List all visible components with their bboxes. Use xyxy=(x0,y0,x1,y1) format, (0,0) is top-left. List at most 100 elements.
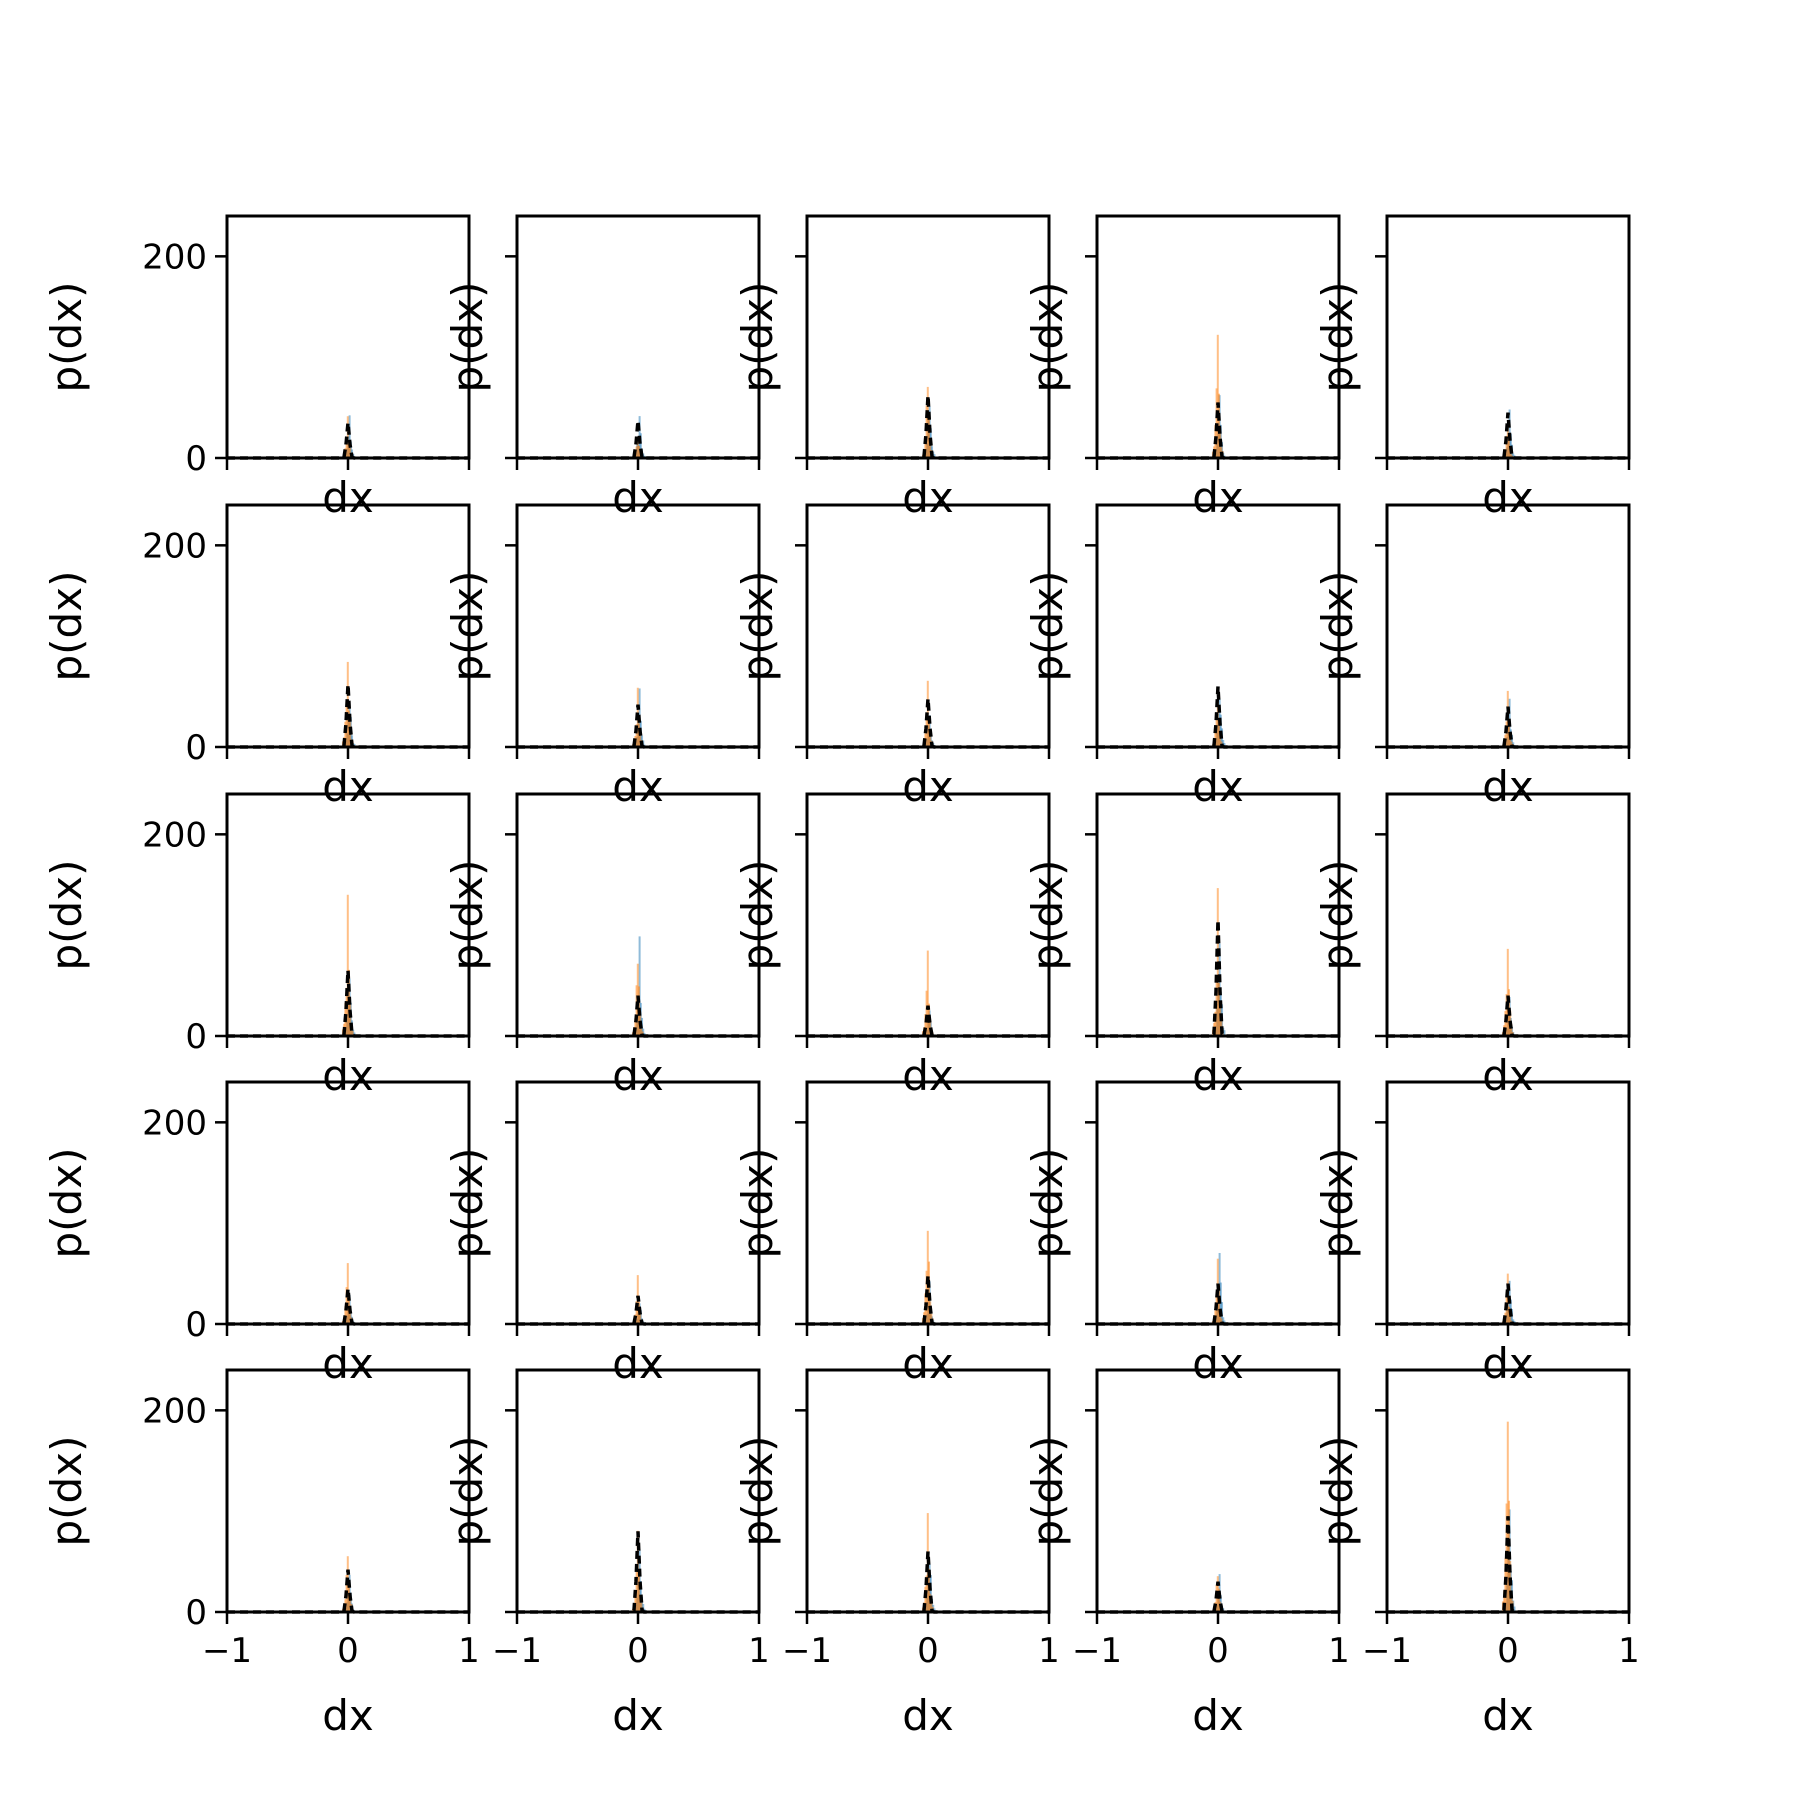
x-tick-label: −1 xyxy=(202,1631,252,1671)
orange-hist-bar xyxy=(345,702,348,747)
orange-hist-bar xyxy=(635,1301,638,1324)
y-axis-label: p(dx) xyxy=(733,860,782,971)
x-axis-label: dx xyxy=(612,762,664,811)
x-axis-label: dx xyxy=(322,1339,374,1388)
x-tick-label: −1 xyxy=(492,1631,542,1671)
y-axis-label: p(dx) xyxy=(42,571,91,682)
y-axis-label: p(dx) xyxy=(1313,1148,1362,1259)
orange-hist-bar xyxy=(635,985,638,1036)
blue-hist-bar xyxy=(1513,1606,1516,1612)
y-tick-label: 0 xyxy=(185,1305,207,1345)
orange-hist-bar xyxy=(1508,433,1510,458)
x-axis-label: dx xyxy=(322,762,374,811)
x-tick-label: 0 xyxy=(627,1631,649,1671)
y-axis-label: p(dx) xyxy=(443,1148,492,1259)
x-axis-label: dx xyxy=(612,1339,664,1388)
y-axis-label: p(dx) xyxy=(42,1148,91,1259)
orange-hist-bar xyxy=(1216,701,1219,747)
subplot-r1-c1: 0 200 dx p(dx) xyxy=(42,214,471,522)
subplot-r4-c3: dx p(dx) xyxy=(733,1080,1051,1388)
subplot-r5-c4: −1 0 1 dx p(dx) xyxy=(1023,1368,1350,1740)
x-tick-label: 1 xyxy=(748,1631,770,1671)
x-axis-label: dx xyxy=(1192,762,1244,811)
x-axis-label: dx xyxy=(902,762,954,811)
subplot-r1-c2: dx p(dx) xyxy=(443,214,761,522)
subplot-r2-c3: dx p(dx) xyxy=(733,503,1051,811)
orange-hist-bar xyxy=(638,446,640,458)
x-axis-label: dx xyxy=(612,1051,664,1100)
orange-hist-bar xyxy=(1216,334,1219,458)
orange-hist-bar xyxy=(1504,1011,1507,1036)
y-tick-label: 200 xyxy=(142,815,207,855)
orange-hist-bar xyxy=(1219,735,1222,747)
x-axis-label: dx xyxy=(322,1691,374,1740)
orange-hist-bar xyxy=(1505,721,1508,747)
blue-hist-bar xyxy=(638,936,641,1036)
y-tick-label: 0 xyxy=(185,1593,207,1633)
x-tick-label: 1 xyxy=(1618,1631,1640,1671)
orange-hist-bar xyxy=(1509,1561,1512,1612)
orange-hist-bar xyxy=(1214,1011,1217,1036)
orange-hist-bar xyxy=(349,1004,352,1036)
y-axis-label: p(dx) xyxy=(1313,282,1362,393)
y-axis-label: p(dx) xyxy=(443,1436,492,1547)
orange-hist-bar xyxy=(1215,388,1218,458)
x-tick-label: −1 xyxy=(1362,1631,1412,1671)
x-axis-label: dx xyxy=(1192,1691,1244,1740)
orange-hist-bar xyxy=(638,1573,640,1612)
orange-hist-bar xyxy=(1510,741,1513,747)
x-axis-label: dx xyxy=(1482,1339,1534,1388)
x-axis-label: dx xyxy=(1482,1691,1534,1740)
orange-hist-bar xyxy=(930,1602,933,1612)
orange-hist-bar xyxy=(1510,1024,1513,1036)
orange-hist-bar xyxy=(635,724,638,747)
x-tick-label: 0 xyxy=(917,1631,939,1671)
y-axis-label: p(dx) xyxy=(42,1436,91,1547)
orange-hist-bar xyxy=(640,1602,643,1612)
orange-hist-bar xyxy=(639,1596,642,1612)
axes-frame xyxy=(515,214,761,460)
y-tick-label: 0 xyxy=(185,439,207,479)
orange-hist-bar xyxy=(929,736,932,747)
orange-hist-bar xyxy=(351,1030,354,1036)
orange-hist-bar xyxy=(1505,1297,1508,1324)
orange-hist-bar xyxy=(1510,454,1513,458)
subplot-r3-c4: dx p(dx) xyxy=(1023,792,1341,1100)
orange-hist-bar xyxy=(639,730,642,747)
blue-hist-bar xyxy=(639,433,642,458)
orange-hist-bar xyxy=(634,1018,637,1036)
y-tick-label: 200 xyxy=(142,526,207,566)
orange-hist-bar xyxy=(928,417,930,458)
subplot-r5-c5: −1 0 1 dx p(dx) xyxy=(1313,1368,1640,1740)
subplot-r3-c3: dx p(dx) xyxy=(733,792,1051,1100)
orange-hist-bar xyxy=(1218,1284,1220,1324)
subplot-r1-c3: dx p(dx) xyxy=(733,214,1051,522)
orange-hist-bar xyxy=(1510,1594,1513,1612)
blue-hist-bar xyxy=(1511,734,1514,747)
subplot-r2-c5: dx p(dx) xyxy=(1313,503,1631,811)
y-axis-label: p(dx) xyxy=(1313,571,1362,682)
orange-hist-bar xyxy=(634,1592,637,1612)
x-tick-label: 0 xyxy=(1497,1631,1519,1671)
x-axis-label: dx xyxy=(1482,762,1534,811)
subplot-r4-c4: dx p(dx) xyxy=(1023,1080,1341,1388)
subplot-r3-c2: dx p(dx) xyxy=(443,792,761,1100)
subplot-r5-c3: −1 0 1 dx p(dx) xyxy=(733,1368,1060,1740)
orange-hist-bar xyxy=(346,894,349,1036)
y-axis-label: p(dx) xyxy=(1023,571,1072,682)
x-tick-label: 1 xyxy=(458,1631,480,1671)
x-axis-label: dx xyxy=(902,473,954,522)
orange-hist-bar xyxy=(1506,427,1509,458)
x-axis-label: dx xyxy=(1192,1339,1244,1388)
x-axis-label: dx xyxy=(612,473,664,522)
orange-hist-bar xyxy=(926,386,929,458)
orange-hist-bar xyxy=(924,1586,927,1612)
x-axis-label: dx xyxy=(902,1691,954,1740)
orange-hist-bar xyxy=(631,1608,634,1612)
orange-hist-bar xyxy=(925,990,928,1036)
blue-hist-bar xyxy=(348,415,351,458)
subplot-r1-c5: dx p(dx) xyxy=(1313,214,1631,522)
y-tick-label: 200 xyxy=(142,1391,207,1431)
orange-hist-bar xyxy=(925,405,928,458)
